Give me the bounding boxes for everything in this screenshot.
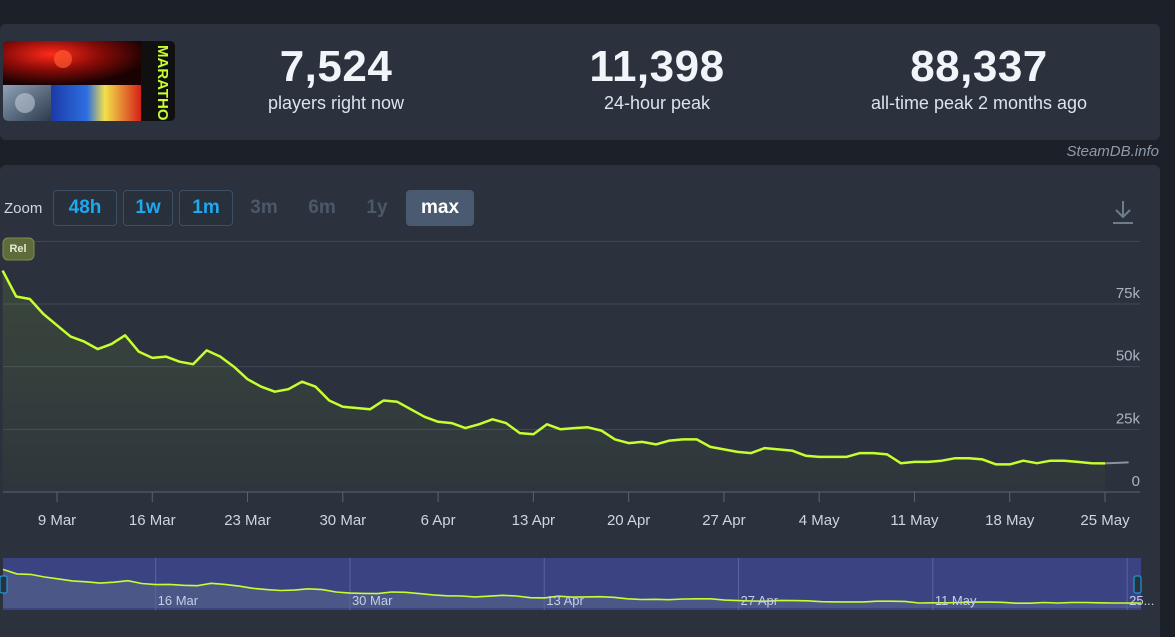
all-time-peak-label: all-time peak 2 months ago bbox=[870, 93, 1088, 113]
navigator-tick-label: 16 Mar bbox=[158, 593, 199, 608]
zoom-max-button[interactable]: max bbox=[406, 190, 474, 226]
download-button[interactable] bbox=[1110, 198, 1136, 226]
game-logo[interactable]: MARATHON bbox=[3, 41, 175, 121]
navigator-ticks: 16 Mar 30 Mar 13 Apr 27 Apr 11 May 25... bbox=[158, 593, 1155, 608]
navigator-handle-left[interactable] bbox=[0, 575, 8, 594]
zoom-3m-button[interactable]: 3m bbox=[238, 190, 290, 226]
x-tick-label: 13 Apr bbox=[512, 512, 555, 529]
current-players-value: 7,524 bbox=[279, 42, 393, 91]
x-tick-label: 6 Apr bbox=[421, 512, 456, 529]
steamdb-credit[interactable]: SteamDB.info bbox=[1066, 143, 1159, 160]
zoom-1m-button[interactable]: 1m bbox=[179, 190, 233, 226]
game-logo-art: MARATHON bbox=[3, 41, 175, 121]
zoom-1y-button[interactable]: 1y bbox=[352, 190, 402, 226]
zoom-6m-button[interactable]: 6m bbox=[296, 190, 348, 226]
navigator-handle-right[interactable] bbox=[1133, 575, 1142, 594]
player-count-line bbox=[1, 270, 1106, 466]
x-tick-label: 18 May bbox=[985, 512, 1035, 529]
release-flag[interactable]: Rel bbox=[2, 237, 35, 261]
x-tick-label: 23 Mar bbox=[224, 512, 271, 529]
x-tick-label: 16 Mar bbox=[129, 512, 176, 529]
x-tick-label: 27 Apr bbox=[702, 512, 745, 529]
x-tick-label: 4 May bbox=[799, 512, 840, 529]
y-tick-label: 75k bbox=[1116, 285, 1141, 302]
stat-24h-peak: 11,398 24-hour peak bbox=[527, 42, 787, 114]
y-tick-label: 50k bbox=[1116, 348, 1141, 365]
y-axis: 0 25k 50k 75k bbox=[1116, 285, 1141, 490]
x-tick-label: 25 May bbox=[1080, 512, 1130, 529]
navigator-area bbox=[3, 569, 1141, 608]
navigator-line bbox=[2, 568, 1141, 604]
y-tick-label: 25k bbox=[1116, 410, 1141, 427]
navigator-tick-label: 30 Mar bbox=[352, 593, 393, 608]
navigator-tick-label: 25... bbox=[1129, 593, 1154, 608]
zoom-1w-button[interactable]: 1w bbox=[123, 190, 173, 226]
release-flag-box bbox=[2, 237, 35, 261]
navigator-tick-label: 11 May bbox=[935, 593, 977, 608]
peak-24h-label: 24-hour peak bbox=[603, 93, 711, 113]
navigator[interactable]: 16 Mar 30 Mar 13 Apr 27 Apr 11 May 25... bbox=[0, 558, 1154, 610]
stat-current-players: 7,524 players right now bbox=[206, 42, 466, 114]
stats-card: MARATHON 7,524 players right now 11,398 … bbox=[0, 24, 1160, 140]
x-tick-label: 9 Mar bbox=[38, 512, 76, 529]
current-players-label: players right now bbox=[267, 93, 405, 113]
player-count-tail bbox=[1104, 461, 1129, 465]
y-tick-label: 0 bbox=[1132, 473, 1140, 490]
zoom-label: Zoom bbox=[4, 200, 43, 217]
zoom-48h-button[interactable]: 48h bbox=[53, 190, 117, 226]
player-count-area bbox=[2, 270, 1106, 492]
x-tick-label: 20 Apr bbox=[607, 512, 650, 529]
all-time-peak-value: 88,337 bbox=[910, 42, 1048, 91]
navigator-tick-label: 13 Apr bbox=[546, 593, 584, 608]
stat-all-time-peak: 88,337 all-time peak 2 months ago bbox=[849, 42, 1109, 114]
x-tick-label: 11 May bbox=[890, 512, 939, 529]
navigator-tick-label: 27 Apr bbox=[741, 593, 779, 608]
game-logo-text: MARATHON bbox=[154, 45, 171, 121]
download-icon bbox=[1113, 201, 1133, 224]
release-flag-label: Rel bbox=[9, 243, 26, 255]
peak-24h-value: 11,398 bbox=[589, 42, 725, 91]
x-axis: 9 Mar 16 Mar 23 Mar 30 Mar 6 Apr 13 Apr 20 Apr… bbox=[38, 492, 1130, 529]
x-tick-label: 30 Mar bbox=[319, 512, 366, 529]
